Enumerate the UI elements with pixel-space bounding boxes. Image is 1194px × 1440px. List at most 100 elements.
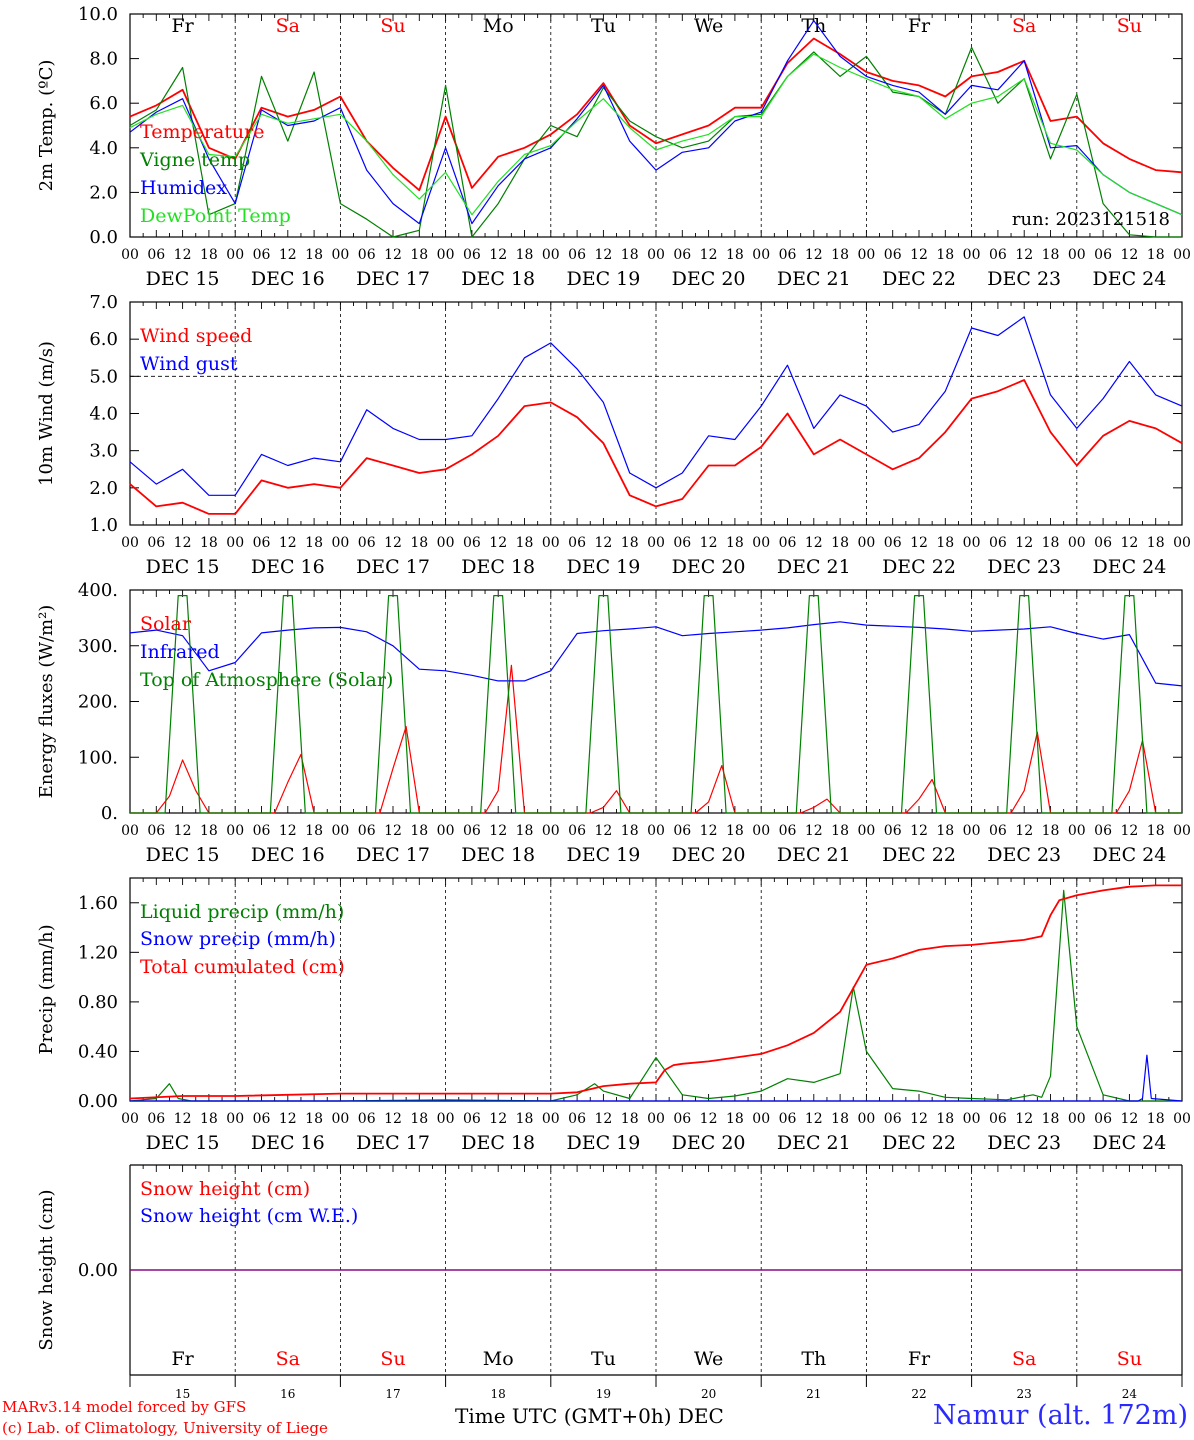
hour-tick-label: 00	[752, 823, 770, 839]
date-label: DEC 23	[987, 556, 1061, 578]
hour-tick-label: 00	[542, 1111, 560, 1127]
hour-tick-label: 18	[516, 1111, 534, 1127]
y-tick-label: 0.00	[78, 1091, 118, 1112]
hour-tick-label: 06	[884, 535, 902, 551]
hour-tick-label: 18	[1042, 247, 1060, 263]
hour-tick-label: 00	[542, 247, 560, 263]
hour-tick-label: 18	[936, 535, 954, 551]
series-line-4	[129, 53, 1183, 216]
day-name: Fr	[908, 15, 931, 37]
hour-tick-label: 18	[305, 535, 323, 551]
hour-tick-label: 18	[726, 1111, 744, 1127]
hour-tick-label: 18	[1147, 823, 1165, 839]
date-label: DEC 21	[777, 844, 851, 866]
series-line-2	[130, 1054, 1183, 1102]
date-label: DEC 20	[672, 844, 746, 866]
series-line-1	[129, 37, 1183, 192]
panel-5: 0.00 Snow height (cm) Fr Sa Su Mo Tu We Th Fr Sa Su…	[36, 1164, 1183, 1401]
hour-tick-label: 06	[673, 535, 691, 551]
y-tick-label: 8.0	[89, 49, 118, 70]
legend-entry: Temperature	[140, 121, 264, 143]
hour-tick-label: 18	[831, 535, 849, 551]
hour-tick-label: 12	[594, 535, 612, 551]
hour-tick-label: 12	[1015, 823, 1033, 839]
hour-tick-label: 00	[542, 535, 560, 551]
hour-tick-label: 06	[358, 247, 376, 263]
y-tick-label: 0.40	[78, 1041, 118, 1062]
hour-tick-label: 06	[568, 1111, 586, 1127]
date-label: DEC 17	[356, 1132, 430, 1154]
date-label: DEC 17	[356, 556, 430, 578]
hour-tick-label: 06	[253, 823, 271, 839]
y-axis-label: Snow height (cm)	[36, 1189, 57, 1350]
legend-entry: Total cumulated (cm)	[140, 956, 345, 978]
hour-tick-label: 06	[989, 823, 1007, 839]
hour-tick-label: 18	[726, 247, 744, 263]
hour-tick-label: 06	[673, 1111, 691, 1127]
day-name: Tu	[591, 15, 616, 37]
hour-tick-label: 00	[226, 247, 244, 263]
hour-tick-label: 00	[857, 823, 875, 839]
hour-tick-label: 00	[1068, 247, 1086, 263]
day-number: 17	[385, 1387, 400, 1401]
hour-tick-label: 00	[752, 247, 770, 263]
hour-tick-label: 06	[1094, 823, 1112, 839]
hour-tick-label: 18	[410, 1111, 428, 1127]
y-tick-label: 1.20	[78, 942, 118, 963]
hour-tick-label: 18	[936, 247, 954, 263]
legend-entry: Snow height (cm W.E.)	[140, 1205, 358, 1227]
y-tick-label: 1.0	[89, 515, 118, 536]
hour-tick-label: 12	[1120, 535, 1138, 551]
hour-tick-label: 00	[121, 823, 139, 839]
hour-tick-label: 00	[437, 1111, 455, 1127]
date-label: DEC 22	[882, 556, 956, 578]
hour-tick-label: 00	[857, 535, 875, 551]
date-label: DEC 20	[672, 268, 746, 290]
hour-tick-label: 06	[253, 1111, 271, 1127]
legend-entry: Snow precip (mm/h)	[140, 928, 336, 950]
hour-tick-label: 06	[463, 535, 481, 551]
day-number: 23	[1017, 1387, 1032, 1401]
model-credit: MARv3.14 model forced by GFS	[2, 1398, 247, 1416]
day-name: Sa	[276, 15, 300, 37]
panel-frame	[129, 589, 1183, 814]
lab-credit: (c) Lab. of Climatology, University of L…	[2, 1419, 328, 1437]
series-line-2	[129, 621, 1183, 687]
hour-tick-label: 18	[305, 1111, 323, 1127]
day-name: Fr	[908, 1348, 931, 1370]
hour-tick-label: 18	[200, 247, 218, 263]
date-label: DEC 16	[251, 268, 325, 290]
hour-tick-label: 12	[279, 247, 297, 263]
hour-tick-label: 00	[226, 535, 244, 551]
hour-tick-label: 00	[331, 535, 349, 551]
y-tick-label: 400.	[78, 580, 118, 601]
hour-tick-label: 12	[1120, 823, 1138, 839]
hour-tick-label: 12	[805, 247, 823, 263]
hour-tick-label: 00	[226, 823, 244, 839]
hour-tick-label: 00	[1173, 1111, 1191, 1127]
date-label: DEC 15	[146, 268, 220, 290]
hour-tick-label: 18	[200, 535, 218, 551]
hour-tick-label: 12	[700, 535, 718, 551]
hour-tick-label: 18	[936, 823, 954, 839]
hour-tick-label: 06	[358, 823, 376, 839]
date-label: DEC 18	[461, 556, 535, 578]
hour-tick-label: 06	[884, 1111, 902, 1127]
date-label: DEC 22	[882, 844, 956, 866]
day-name: We	[694, 1348, 723, 1370]
hour-tick-label: 12	[910, 1111, 928, 1127]
hour-tick-label: 00	[1173, 247, 1191, 263]
hour-tick-label: 12	[279, 1111, 297, 1127]
hour-tick-label: 06	[1094, 1111, 1112, 1127]
hour-tick-label: 18	[831, 247, 849, 263]
hour-tick-label: 18	[726, 535, 744, 551]
date-label: DEC 24	[1092, 844, 1166, 866]
hour-tick-label: 18	[1147, 247, 1165, 263]
hour-tick-label: 12	[1015, 1111, 1033, 1127]
hour-tick-label: 18	[200, 823, 218, 839]
date-label: DEC 23	[987, 268, 1061, 290]
hour-tick-label: 12	[805, 535, 823, 551]
hour-tick-label: 00	[963, 535, 981, 551]
date-label: DEC 19	[566, 1132, 640, 1154]
day-name: Su	[380, 15, 405, 37]
